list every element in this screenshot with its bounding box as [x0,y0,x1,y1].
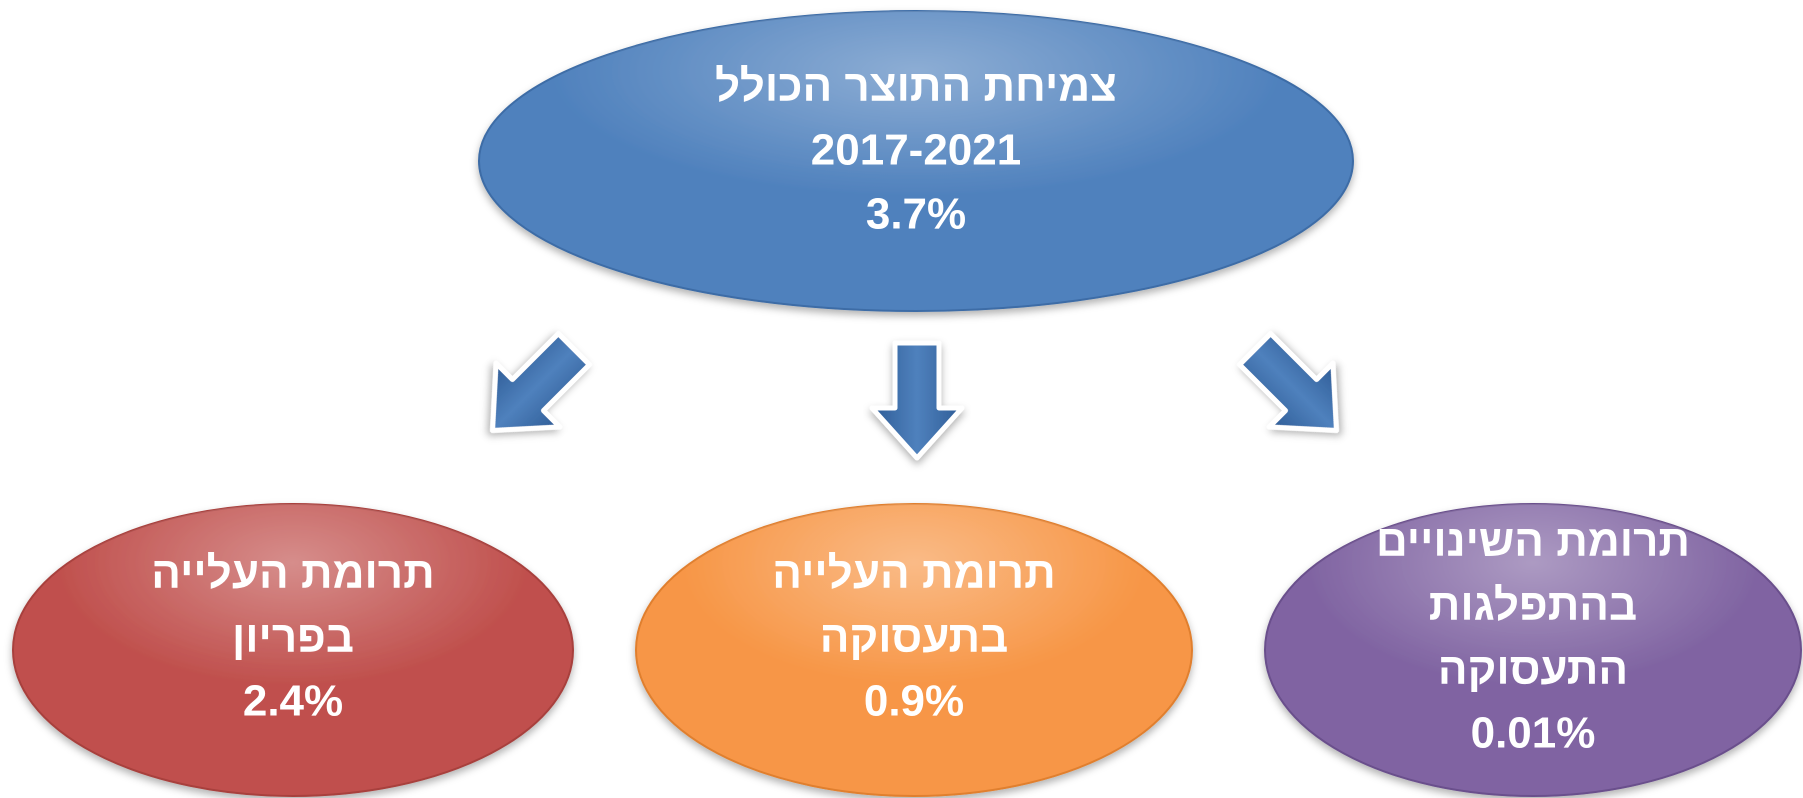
node-label: צמיחת התוצר הכולל [715,62,1117,111]
arrow-shape [490,331,592,433]
node-label: 2017-2021 [811,126,1021,175]
node-label: תרומת השינויים [1376,517,1690,566]
node-label: 2.4% [243,677,343,726]
node-label: 0.01% [1471,709,1596,758]
node: תרומת השינויים בהתפלגות התעסוקה 0.01% [1264,503,1802,797]
node-highlight [1265,504,1801,796]
node-label: בתעסוקה [820,613,1009,662]
arrow-shape [869,340,965,461]
node-label: התעסוקה [1438,645,1628,694]
arrow [869,340,965,461]
node: צמיחת התוצר הכולל 2017-2021 3.7% [478,10,1354,312]
node: תרומת העלייה בתעסוקה 0.9% [635,503,1193,797]
arrow [490,331,592,433]
node-highlight [13,504,573,796]
node-highlight [479,11,1353,311]
node-label: 0.9% [864,677,964,726]
arrow-shape [1237,331,1339,433]
node-label: תרומת העלייה [151,549,434,598]
nodes: צמיחת התוצר הכולל 2017-2021 3.7% תרומת העלי… [12,10,1802,797]
node-label: 3.7% [866,190,966,239]
node-label: תרומת העלייה [772,549,1055,598]
node: תרומת העלייה בפריון 2.4% [12,503,574,797]
arrow [1237,331,1339,433]
node-highlight [636,504,1192,796]
arrows [490,331,1339,461]
node-label: בהתפלגות [1429,581,1637,630]
node-label: בפריון [232,613,354,662]
